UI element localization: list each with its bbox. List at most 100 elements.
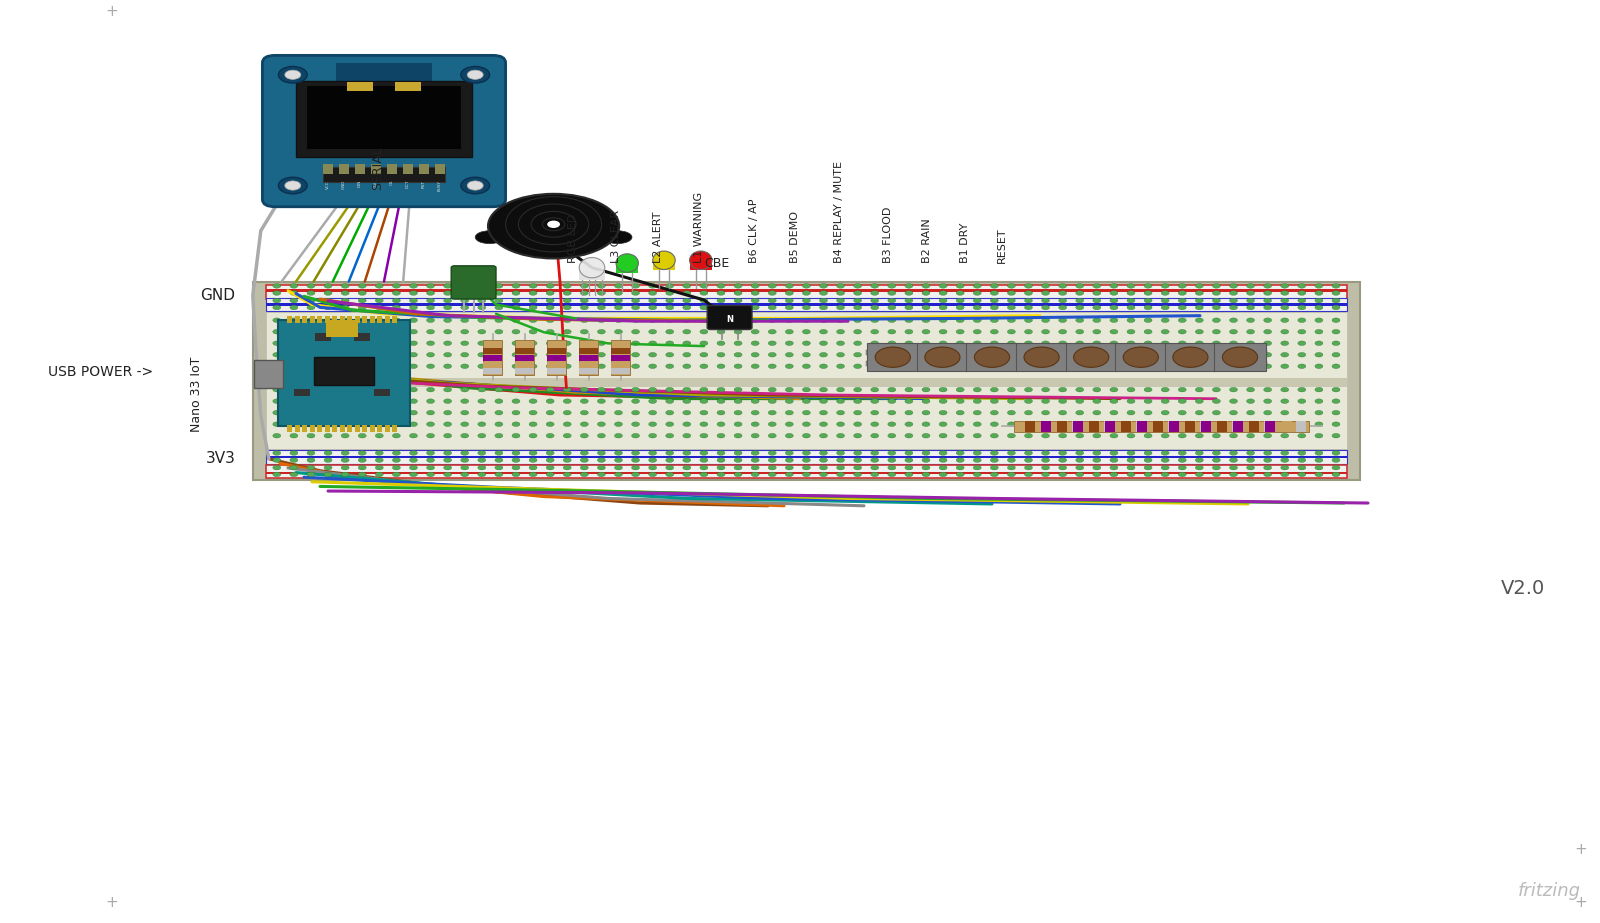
Circle shape (1059, 318, 1067, 322)
Circle shape (1093, 298, 1101, 303)
Circle shape (546, 341, 554, 345)
Circle shape (1298, 399, 1306, 403)
Circle shape (1042, 422, 1050, 426)
Circle shape (290, 306, 298, 310)
Circle shape (1246, 306, 1254, 310)
Circle shape (494, 422, 502, 426)
Bar (336, 63, 432, 83)
Circle shape (1126, 298, 1134, 303)
Circle shape (1144, 341, 1152, 345)
Circle shape (699, 283, 707, 288)
Circle shape (717, 465, 725, 470)
Circle shape (546, 472, 554, 476)
Circle shape (1178, 318, 1186, 322)
Circle shape (906, 306, 914, 310)
Circle shape (494, 434, 502, 438)
Circle shape (1024, 291, 1032, 295)
Circle shape (597, 450, 605, 455)
Circle shape (1264, 364, 1272, 368)
Circle shape (1315, 364, 1323, 368)
Bar (1158, 361, 1168, 366)
Circle shape (990, 353, 998, 357)
Circle shape (325, 306, 333, 310)
Bar (1218, 421, 1227, 432)
Circle shape (563, 330, 571, 334)
Circle shape (307, 434, 315, 438)
Circle shape (750, 422, 758, 426)
Circle shape (1178, 341, 1186, 345)
Circle shape (614, 330, 622, 334)
Bar (515, 340, 534, 375)
Circle shape (699, 318, 707, 322)
Circle shape (648, 283, 656, 288)
Circle shape (272, 434, 280, 438)
Circle shape (734, 399, 742, 403)
Circle shape (1042, 298, 1050, 303)
Circle shape (906, 411, 914, 415)
Circle shape (683, 434, 691, 438)
Circle shape (906, 283, 914, 288)
Circle shape (1075, 330, 1083, 334)
Circle shape (1126, 411, 1134, 415)
Circle shape (563, 458, 571, 462)
Circle shape (1042, 283, 1050, 288)
Circle shape (837, 472, 845, 476)
Circle shape (1213, 465, 1221, 470)
Bar (1206, 421, 1277, 432)
Circle shape (563, 388, 571, 392)
Bar (302, 316, 307, 323)
Circle shape (376, 472, 384, 476)
Circle shape (1315, 298, 1323, 303)
Circle shape (1093, 450, 1101, 455)
Circle shape (307, 291, 315, 295)
Circle shape (837, 341, 845, 345)
Circle shape (272, 283, 280, 288)
Circle shape (376, 330, 384, 334)
Circle shape (683, 330, 691, 334)
Circle shape (512, 318, 520, 322)
Circle shape (1144, 283, 1152, 288)
Circle shape (1059, 283, 1067, 288)
Circle shape (427, 341, 435, 345)
Circle shape (478, 388, 486, 392)
Circle shape (1280, 291, 1288, 295)
Circle shape (786, 434, 794, 438)
Circle shape (906, 450, 914, 455)
Circle shape (957, 458, 965, 462)
Circle shape (410, 306, 418, 310)
Circle shape (973, 353, 981, 357)
Circle shape (1126, 458, 1134, 462)
Circle shape (512, 434, 520, 438)
Circle shape (906, 458, 914, 462)
Circle shape (750, 472, 758, 476)
Circle shape (1059, 298, 1067, 303)
Circle shape (1178, 291, 1186, 295)
Circle shape (734, 364, 742, 368)
Circle shape (376, 434, 384, 438)
Circle shape (581, 291, 589, 295)
Circle shape (563, 399, 571, 403)
Circle shape (443, 434, 451, 438)
Circle shape (1229, 388, 1237, 392)
Bar (302, 425, 307, 432)
Circle shape (530, 411, 538, 415)
Circle shape (1024, 411, 1032, 415)
Bar (1026, 421, 1035, 432)
Circle shape (1331, 472, 1341, 476)
Circle shape (461, 434, 469, 438)
Circle shape (819, 318, 827, 322)
Circle shape (939, 465, 947, 470)
Bar (378, 316, 382, 323)
Circle shape (597, 330, 605, 334)
Circle shape (819, 399, 827, 403)
Circle shape (410, 298, 418, 303)
Circle shape (376, 283, 384, 288)
Circle shape (870, 465, 878, 470)
Circle shape (512, 306, 520, 310)
Circle shape (1315, 306, 1323, 310)
Circle shape (410, 450, 418, 455)
Bar (515, 363, 534, 368)
Circle shape (410, 422, 418, 426)
Circle shape (1331, 458, 1341, 462)
Bar (1170, 421, 1179, 432)
